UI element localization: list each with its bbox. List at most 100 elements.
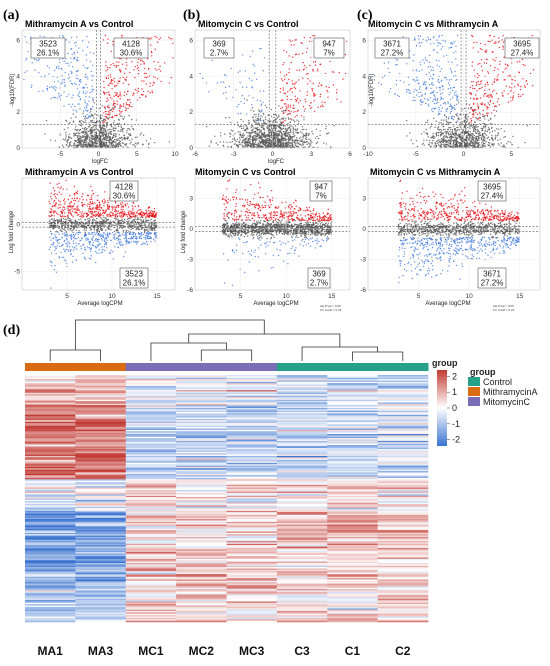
data-point (79, 133, 80, 134)
data-point (480, 48, 481, 49)
data-point (430, 66, 431, 67)
data-point (69, 144, 70, 145)
data-point (298, 121, 299, 122)
data-point (471, 125, 472, 126)
data-point (468, 108, 469, 109)
data-point (426, 74, 427, 75)
data-point (138, 73, 139, 74)
data-point (289, 125, 290, 126)
data-point (298, 110, 299, 111)
data-point (259, 123, 260, 124)
data-point (62, 145, 63, 146)
data-point (252, 107, 253, 108)
data-point (470, 93, 471, 94)
data-point (445, 77, 446, 78)
data-point (126, 104, 127, 105)
data-point (49, 67, 50, 68)
data-point (129, 140, 130, 141)
data-point (442, 89, 443, 90)
data-point (444, 77, 445, 78)
data-point (225, 75, 226, 76)
data-point (93, 122, 94, 123)
data-point (468, 123, 469, 124)
data-point (94, 203, 95, 204)
data-point (444, 131, 445, 132)
data-point (111, 79, 112, 80)
data-point (82, 216, 83, 217)
data-point (309, 80, 310, 81)
data-point (85, 137, 86, 138)
data-point (483, 136, 484, 137)
data-point (287, 142, 288, 143)
data-point (93, 207, 94, 208)
data-point (429, 140, 430, 141)
data-point (91, 114, 92, 115)
data-point (141, 132, 142, 133)
data-point (109, 136, 110, 137)
data-point (412, 100, 413, 101)
data-point (285, 133, 286, 134)
data-point (524, 85, 525, 86)
data-point (128, 133, 129, 134)
data-point (286, 131, 287, 132)
data-point (131, 119, 132, 120)
data-point (459, 129, 460, 130)
data-point (123, 234, 124, 235)
data-point (239, 82, 240, 83)
volcano-a-up-box: 4128 30.6% (114, 38, 148, 58)
data-point (79, 142, 80, 143)
data-point (474, 135, 475, 136)
data-point (433, 74, 434, 75)
data-point (457, 113, 458, 114)
data-point (472, 88, 473, 89)
data-point (254, 121, 255, 122)
data-point (92, 65, 93, 66)
data-point (437, 52, 438, 53)
data-point (59, 188, 60, 189)
data-point (436, 92, 437, 93)
data-point (450, 104, 451, 105)
data-point (108, 105, 109, 106)
data-point (325, 128, 326, 129)
data-point (249, 139, 250, 140)
data-point (105, 120, 106, 121)
data-point (73, 133, 74, 134)
data-point (459, 114, 460, 115)
data-point (287, 114, 288, 115)
data-point (448, 118, 449, 119)
data-point (477, 147, 478, 148)
data-point (135, 235, 136, 236)
data-point (114, 246, 115, 247)
data-point (108, 107, 109, 108)
data-point (89, 247, 90, 248)
data-point (77, 60, 78, 61)
data-point (120, 220, 121, 221)
data-point (110, 129, 111, 130)
data-point (95, 127, 96, 128)
data-point (128, 218, 129, 219)
data-point (60, 204, 61, 205)
data-point (255, 116, 256, 117)
data-point (87, 117, 88, 118)
data-point (291, 119, 292, 120)
data-point (287, 123, 288, 124)
data-point (487, 95, 488, 96)
data-point (106, 140, 107, 141)
data-point (252, 51, 253, 52)
data-point (82, 121, 83, 122)
data-point (79, 108, 80, 109)
data-point (105, 65, 106, 66)
x-tick-label: 5 (510, 151, 514, 158)
data-point (457, 127, 458, 128)
data-point (440, 135, 441, 136)
data-point (300, 140, 301, 141)
data-point (456, 99, 457, 100)
data-point (281, 143, 282, 144)
data-point (82, 131, 83, 132)
data-point (55, 90, 56, 91)
data-point (137, 62, 138, 63)
data-point (239, 131, 240, 132)
data-point (244, 130, 245, 131)
data-point (454, 105, 455, 106)
